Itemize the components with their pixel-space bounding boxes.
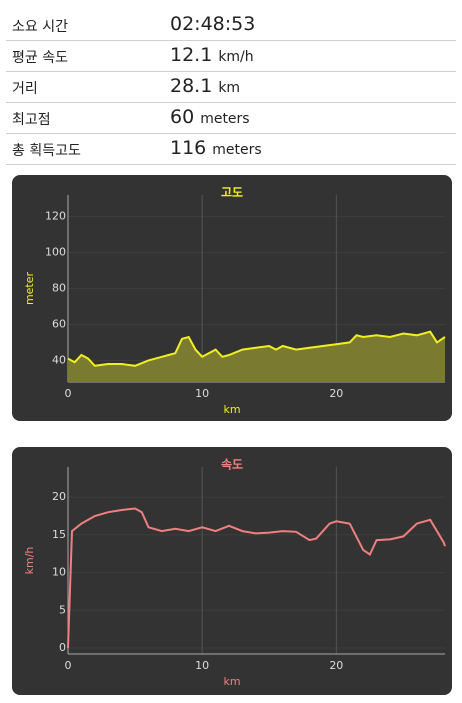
area [68,331,445,382]
stat-value: 12.1 km/h [170,44,254,66]
stat-label: 거리 [12,81,38,97]
stat-row: 평균 속도 12.1 km/h [6,41,456,72]
stat-label: 최고점 [12,112,51,128]
stat-unit: km [218,80,241,96]
chart-title: 고도 [221,186,243,200]
x-tick-label: 10 [195,659,209,672]
line [67,507,446,649]
y-tick-label: 120 [45,210,66,223]
stat-row: 최고점 60 meters [6,103,456,134]
x-axis-label: km [223,403,240,416]
stat-value: 116 meters [170,137,262,159]
chart-title: 속도 [221,458,243,472]
x-tick-label: 20 [329,659,343,672]
x-tick-label: 10 [195,387,209,400]
panel [12,447,452,695]
y-tick-label: 80 [52,282,66,295]
x-tick-label: 0 [65,659,72,672]
stat-unit: km/h [218,49,254,65]
chart: 속도 0 5 10 15 20 0 10 20 km km/h [12,447,452,695]
x-axis-label: km [223,675,240,688]
stat-unit: meters [200,111,250,127]
stat-label: 총 획득고도 [12,143,81,159]
stats: 소요 시간 02:48:53 평균 속도 12.1 km/h 거리 28.1 km 최고점 60 m… [0,10,462,165]
stat-label: 평균 속도 [12,50,68,66]
stat-row: 거리 28.1 km [6,72,456,103]
y-axis-label: km/h [23,547,36,575]
y-tick-label: 40 [52,353,66,366]
y-tick-label: 100 [45,246,66,259]
stat-unit: meters [212,142,262,158]
y-tick-label: 15 [52,528,66,541]
y-axis-label: meter [23,271,36,305]
stat-row: 총 획득고도 116 meters [6,134,456,165]
y-tick-label: 10 [52,566,66,579]
x-tick-label: 0 [65,387,72,400]
stat-row: 소요 시간 02:48:53 [6,10,456,41]
y-tick-label: 60 [52,317,66,330]
x-tick-label: 20 [329,387,343,400]
panel [12,175,452,421]
stat-value: 28.1 km [170,75,241,97]
stat-value: 02:48:53 [170,13,256,35]
y-tick-label: 0 [59,641,66,654]
stat-label: 소요 시간 [12,19,68,35]
line [67,330,446,367]
y-tick-label: 20 [52,490,66,503]
y-tick-label: 5 [59,603,66,616]
stat-value: 60 meters [170,106,250,128]
chart: 고도 40 60 80 100 120 0 10 20 km meter [12,175,452,421]
